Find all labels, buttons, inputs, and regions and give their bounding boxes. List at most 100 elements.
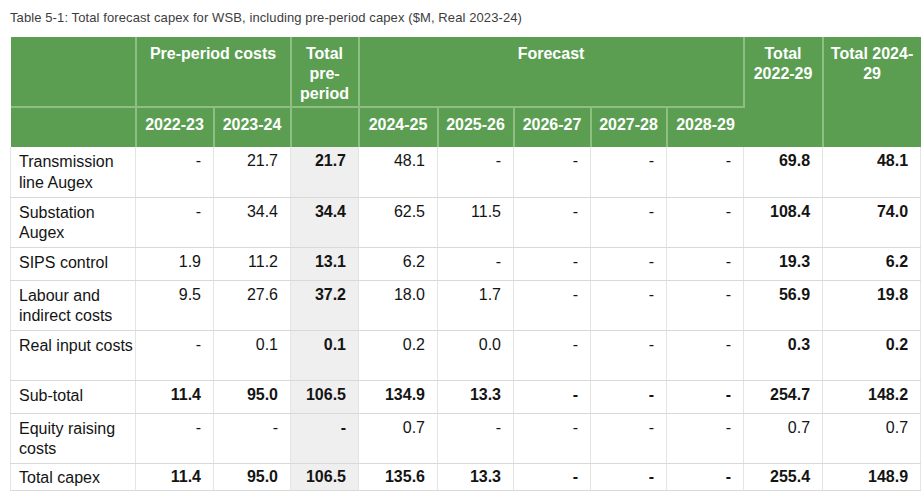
header-total-pre-period: Total pre-period: [291, 37, 359, 107]
cell: 11.5: [438, 197, 514, 247]
cell: 95.0: [214, 463, 291, 490]
cell: -: [591, 147, 667, 197]
cell: -: [667, 247, 744, 280]
cell: 95.0: [214, 380, 291, 413]
cell: 0.7: [744, 413, 823, 463]
cell: -: [438, 247, 514, 280]
cell: -: [438, 147, 514, 197]
cell: -: [667, 147, 744, 197]
cell: 0.2: [359, 330, 438, 380]
cell: 6.2: [823, 247, 921, 280]
cell: 13.1: [291, 247, 359, 280]
cell: 0.7: [823, 413, 921, 463]
header-year-2028-29: 2028-29: [667, 107, 744, 147]
cell: -: [667, 280, 744, 330]
row-label: Total capex: [11, 463, 136, 490]
header-year-2025-26: 2025-26: [438, 107, 514, 147]
cell: 37.2: [291, 280, 359, 330]
cell: -: [514, 147, 591, 197]
cell: -: [667, 330, 744, 380]
cell: -: [136, 330, 214, 380]
cell: -: [591, 463, 667, 490]
cell: 6.2: [359, 247, 438, 280]
table-row: Real input costs-0.10.10.20.0---0.30.2: [11, 330, 921, 380]
header-total-2024-29: Total 2024-29: [823, 37, 921, 147]
header-forecast: Forecast: [359, 37, 744, 107]
cell: 62.5: [359, 197, 438, 247]
cell: 48.1: [359, 147, 438, 197]
cell: 135.6: [359, 463, 438, 490]
cell: 18.0: [359, 280, 438, 330]
cell: -: [591, 197, 667, 247]
header-year-2023-24: 2023-24: [214, 107, 291, 147]
header-blank: [291, 107, 359, 147]
table-header: Pre-period costs Total pre-period Foreca…: [11, 37, 921, 147]
row-label: SIPS control: [11, 247, 136, 280]
cell: -: [514, 413, 591, 463]
cell: 255.4: [744, 463, 823, 490]
capex-table: Pre-period costs Total pre-period Foreca…: [10, 37, 921, 491]
table-caption: Table 5-1: Total forecast capex for WSB,…: [10, 10, 921, 25]
cell: -: [514, 380, 591, 413]
row-label: Sub-total: [11, 380, 136, 413]
cell: 74.0: [823, 197, 921, 247]
cell: -: [591, 247, 667, 280]
cell: -: [438, 413, 514, 463]
cell: -: [214, 413, 291, 463]
cell: -: [667, 413, 744, 463]
cell: -: [667, 380, 744, 413]
cell: 48.1: [823, 147, 921, 197]
cell: 0.2: [823, 330, 921, 380]
cell: 254.7: [744, 380, 823, 413]
row-label: Labour and indirect costs: [11, 280, 136, 330]
cell: 11.4: [136, 380, 214, 413]
cell: 11.2: [214, 247, 291, 280]
cell: -: [667, 197, 744, 247]
cell: 34.4: [214, 197, 291, 247]
cell: 9.5: [136, 280, 214, 330]
header-pre-period-costs: Pre-period costs: [136, 37, 291, 107]
cell: -: [514, 330, 591, 380]
table-row: Labour and indirect costs9.527.637.218.0…: [11, 280, 921, 330]
cell: 19.3: [744, 247, 823, 280]
cell: -: [514, 197, 591, 247]
cell: 106.5: [291, 380, 359, 413]
table-row: Sub-total11.495.0106.5134.913.3---254.71…: [11, 380, 921, 413]
header-year-2024-25: 2024-25: [359, 107, 438, 147]
table-row: Equity raising costs---0.7----0.70.7: [11, 413, 921, 463]
cell: 0.3: [744, 330, 823, 380]
cell: 56.9: [744, 280, 823, 330]
cell: 0.1: [291, 330, 359, 380]
cell: 1.9: [136, 247, 214, 280]
cell: -: [136, 413, 214, 463]
cell: 148.9: [823, 463, 921, 490]
cell: -: [136, 147, 214, 197]
cell: -: [591, 413, 667, 463]
cell: 0.0: [438, 330, 514, 380]
header-total-2022-29: Total 2022-29: [744, 37, 823, 147]
cell: 13.3: [438, 380, 514, 413]
cell: 148.2: [823, 380, 921, 413]
cell: 1.7: [438, 280, 514, 330]
cell: 108.4: [744, 197, 823, 247]
row-label: Transmission line Augex: [11, 147, 136, 197]
cell: -: [291, 413, 359, 463]
table-row: SIPS control1.911.213.16.2----19.36.2: [11, 247, 921, 280]
header-group-row: Pre-period costs Total pre-period Foreca…: [11, 37, 921, 107]
header-blank: [11, 107, 136, 147]
cell: 11.4: [136, 463, 214, 490]
cell: 21.7: [291, 147, 359, 197]
cell: 134.9: [359, 380, 438, 413]
cell: -: [591, 330, 667, 380]
cell: 69.8: [744, 147, 823, 197]
cell: 106.5: [291, 463, 359, 490]
header-year-2027-28: 2027-28: [591, 107, 667, 147]
header-blank: [11, 37, 136, 107]
cell: 19.8: [823, 280, 921, 330]
cell: 34.4: [291, 197, 359, 247]
cell: 27.6: [214, 280, 291, 330]
row-label: Equity raising costs: [11, 413, 136, 463]
cell: -: [514, 247, 591, 280]
header-year-2022-23: 2022-23: [136, 107, 214, 147]
table-row: Total capex11.495.0106.5135.613.3---255.…: [11, 463, 921, 490]
